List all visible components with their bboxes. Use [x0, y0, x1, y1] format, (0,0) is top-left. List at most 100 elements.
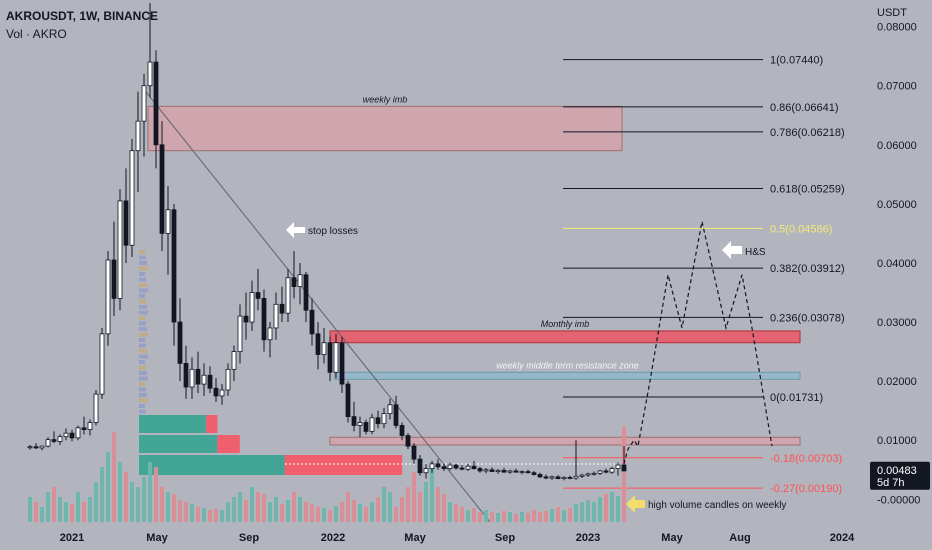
volume-profile-strip [139, 371, 147, 375]
volume-bar [334, 506, 338, 522]
candle-body [315, 333, 321, 355]
time-tick-label: Sep [495, 532, 515, 544]
annotations-layer: stop losses H&S high volume candles on wee… [286, 222, 786, 513]
zone-label-0: weekly imb [363, 94, 408, 104]
time-tick-label: Sep [239, 532, 259, 544]
volume-bar [460, 507, 464, 522]
candle-body [621, 464, 627, 472]
candle-body [513, 470, 519, 473]
volume-profile-strip [139, 255, 146, 260]
zone-label-1: Monthly imb [541, 319, 590, 329]
candle-body [615, 464, 621, 469]
volume-bar [202, 508, 206, 522]
volume-bar [388, 492, 392, 522]
candle-body [147, 61, 153, 87]
candle-body [93, 393, 99, 423]
volume-indicator-label: Vol · AKRO [6, 27, 67, 41]
volume-bar [184, 502, 188, 522]
volume-bar [538, 512, 542, 522]
fib-label-6: 0.236(0.03078) [770, 312, 845, 324]
candle-body [465, 465, 471, 470]
candle-body [111, 259, 117, 299]
volume-bar [154, 467, 158, 522]
volume-bar [592, 502, 596, 522]
volume-bar [76, 492, 80, 522]
volume-bar [172, 494, 176, 522]
candle-body [219, 389, 225, 397]
candle-body [561, 477, 567, 480]
volume-bar [196, 507, 200, 522]
candle-body [327, 342, 333, 373]
volume-bar [280, 504, 284, 522]
volume-bar [616, 496, 620, 522]
volume-bar [424, 482, 428, 522]
projection-layer [621, 221, 773, 472]
candle-body [81, 427, 87, 430]
volume-profile-layer [139, 250, 620, 475]
volume-bar [148, 462, 152, 522]
candle-body [351, 416, 357, 426]
volume-profile-strip [139, 382, 145, 386]
volume-bar [586, 500, 590, 522]
volume-bar [562, 510, 566, 522]
zone-1 [329, 330, 801, 344]
candle-body [189, 368, 195, 388]
volume-bar [166, 492, 170, 522]
volume-bar [400, 497, 404, 522]
candle-body [171, 209, 177, 323]
candle-body [285, 277, 291, 314]
volume-bar [520, 512, 524, 522]
volume-bar [502, 511, 506, 522]
trendline [145, 91, 491, 523]
volume-bar [610, 492, 614, 522]
candle-body [531, 472, 537, 475]
volume-profile-strip [139, 360, 145, 364]
candle-body [519, 471, 525, 473]
volume-bar [28, 497, 32, 522]
volume-bar [298, 497, 302, 522]
volume-bar [340, 502, 344, 522]
candle-body [345, 383, 351, 417]
candle-body [555, 476, 561, 480]
volume-bar [136, 487, 140, 522]
volume-bar [454, 504, 458, 522]
volume-bar [544, 511, 548, 522]
volume-bar [130, 482, 134, 522]
volume-bar [364, 507, 368, 522]
volume-bar [52, 487, 56, 522]
time-tick-label: May [146, 532, 168, 544]
candle-body [375, 417, 381, 425]
candle-body [357, 422, 363, 426]
candle-body [297, 274, 303, 287]
volume-bar [430, 462, 434, 522]
volume-bar [316, 507, 320, 522]
price-axis-unit: USDT [877, 7, 907, 19]
volume-bar [292, 492, 296, 522]
volume-profile-down-0 [206, 415, 218, 433]
candle-body [291, 277, 297, 287]
volume-profile-strip [139, 288, 148, 293]
candle-body [549, 476, 555, 479]
volume-bar [286, 500, 290, 522]
candle-body [441, 466, 447, 469]
volume-bar [370, 502, 374, 522]
time-tick-label: 2022 [321, 532, 345, 544]
time-tick-label: 2021 [60, 532, 84, 544]
hs-label: H&S [745, 247, 766, 258]
price-axis: USDT 0.08000 0.07000 0.06000 0.05000 0.04000 0… [870, 7, 930, 506]
candle-body [537, 474, 543, 478]
candle-body [567, 477, 573, 479]
time-tick-label: May [661, 532, 683, 544]
candle-body [339, 342, 345, 385]
volume-bar [160, 487, 164, 522]
volume-bar [238, 492, 242, 522]
trendline-layer [145, 91, 491, 523]
volume-bar [478, 512, 482, 522]
volume-profile-strip [139, 250, 145, 254]
candle-body [99, 333, 105, 395]
candle-body [417, 458, 423, 474]
candle-body [381, 413, 387, 425]
volume-profile-strip [139, 316, 145, 320]
fib-label-8: -0.18(0.00703) [770, 453, 842, 465]
